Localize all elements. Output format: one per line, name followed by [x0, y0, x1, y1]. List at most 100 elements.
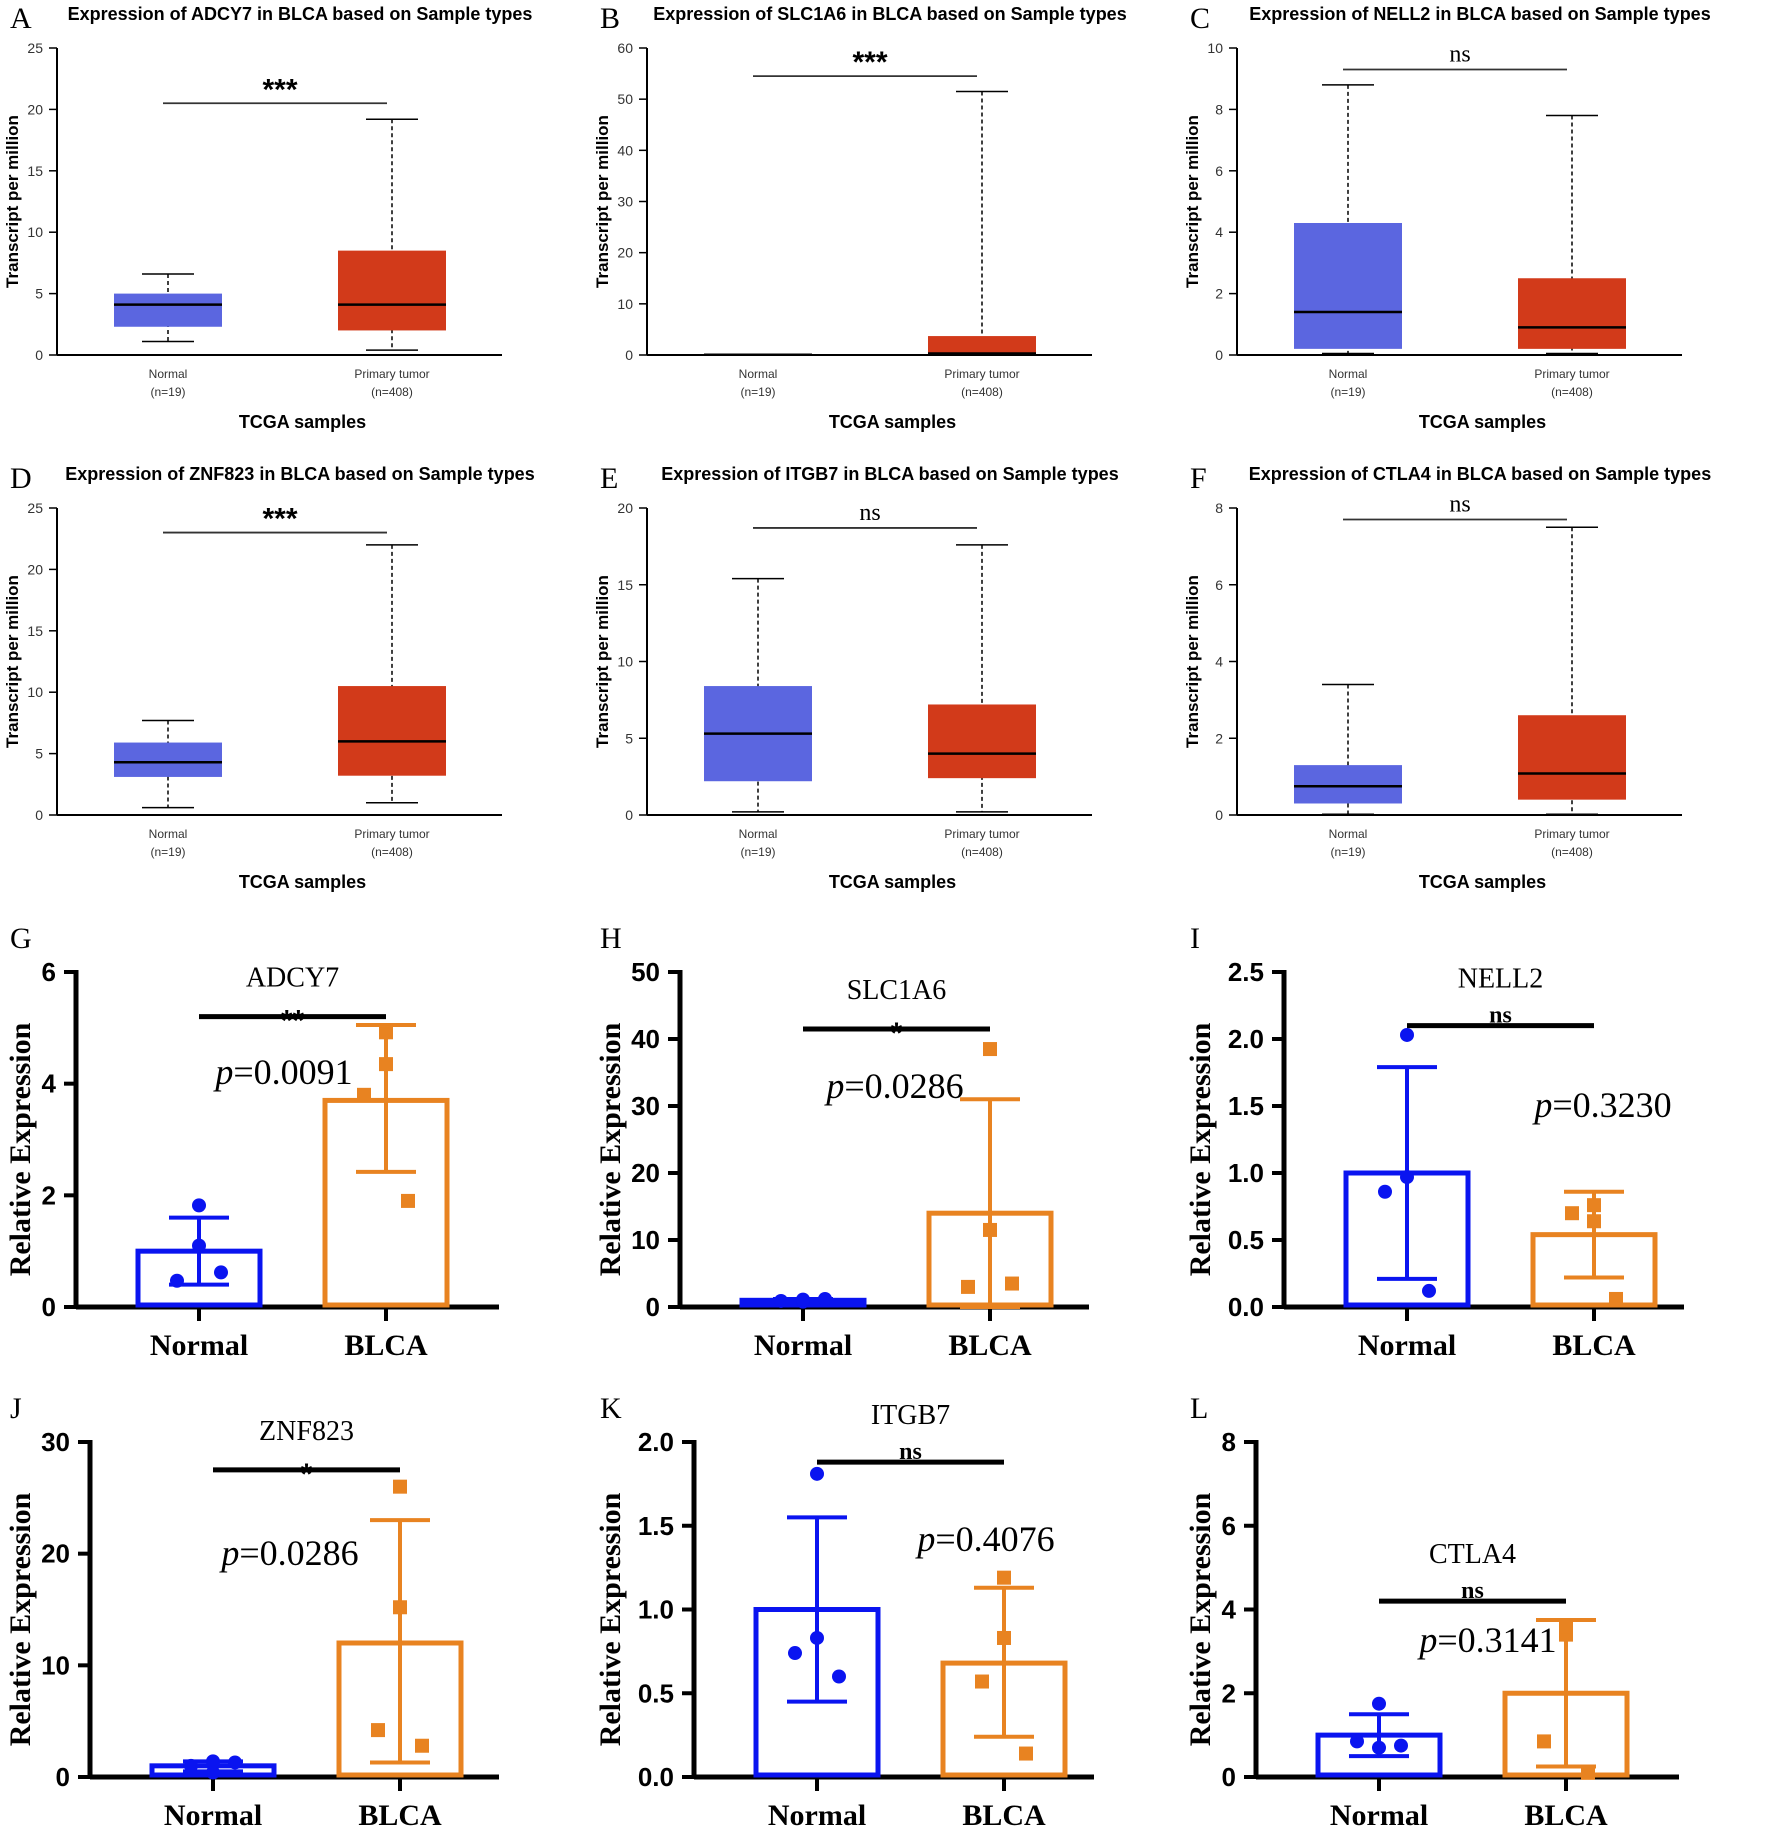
- gene-title: ADCY7: [246, 963, 339, 994]
- gene-title: SLC1A6: [847, 975, 947, 1006]
- p-value: p=0.3141: [1416, 1620, 1556, 1660]
- category-count: (n=408): [371, 845, 413, 859]
- p-value-number: =0.0286: [239, 1533, 358, 1573]
- box: [1518, 715, 1626, 800]
- panel-letter: A: [10, 2, 32, 35]
- data-point: [997, 1630, 1011, 1645]
- panel-letter: E: [600, 462, 618, 495]
- data-point: [1400, 1027, 1414, 1042]
- data-point: [1005, 1276, 1019, 1291]
- panel-e: E 0 5 10 15 20 Expression of ITGB7 in BLCA bas…: [590, 460, 1180, 900]
- data-point: [1587, 1214, 1601, 1229]
- category-count: (n=408): [961, 845, 1003, 859]
- y-axis-label: Transcript per million: [1183, 575, 1202, 748]
- chart-title: Expression of CTLA4 in BLCA based on Sam…: [1249, 464, 1711, 484]
- y-tick-label: 0: [646, 1292, 660, 1322]
- y-tick-label: 50: [631, 957, 660, 987]
- y-tick-label: 2.0: [638, 1427, 674, 1457]
- category-label: Normal: [1358, 1329, 1456, 1362]
- y-tick-label: 1.0: [638, 1595, 674, 1625]
- panel-letter: J: [10, 1392, 22, 1425]
- panel-letter: L: [1190, 1392, 1208, 1425]
- p-value-number: =0.0091: [233, 1052, 352, 1092]
- p-value: p=0.0286: [218, 1533, 358, 1573]
- data-point: [1587, 1198, 1601, 1213]
- data-point: [206, 1765, 220, 1780]
- significance-label: ns: [1449, 492, 1470, 518]
- y-tick-label: 2.0: [1228, 1024, 1264, 1054]
- y-tick-label: 0: [35, 347, 43, 363]
- chart-b: B 0 10 20 30 40 50 60 Expression of SLC1A6 in BL…: [593, 2, 1127, 432]
- y-axis-label: Transcript per million: [593, 575, 612, 748]
- panel-f: F 0 2 4 6 8 Expression of CTLA4 in BLCA based …: [1180, 460, 1770, 900]
- chart-title: Expression of SLC1A6 in BLCA based on Sa…: [653, 4, 1126, 24]
- panel-letter: D: [10, 462, 32, 495]
- significance-label: *: [301, 1458, 313, 1491]
- panel-letter: G: [10, 922, 32, 955]
- y-tick-label: 5: [35, 286, 43, 302]
- p-value-number: =0.4076: [935, 1519, 1054, 1559]
- y-tick-label: 0.0: [638, 1762, 674, 1792]
- category-label: Primary tumor: [354, 367, 429, 381]
- p-label: p: [218, 1533, 239, 1573]
- x-axis-label: TCGA samples: [1419, 872, 1546, 892]
- y-tick-label: 10: [617, 654, 633, 670]
- y-tick-label: 25: [27, 500, 43, 516]
- y-axis-label: Transcript per million: [3, 115, 22, 288]
- category-label: Normal: [739, 367, 778, 381]
- y-axis-label: Transcript per million: [3, 575, 22, 748]
- significance-label: ns: [899, 1439, 922, 1465]
- significance-label: ***: [262, 503, 297, 536]
- y-tick-label: 15: [27, 163, 43, 179]
- gene-title: ZNF823: [259, 1416, 354, 1447]
- y-tick-label: 0.5: [1228, 1225, 1264, 1255]
- data-point: [170, 1273, 184, 1288]
- y-tick-label: 1.5: [638, 1511, 674, 1541]
- y-tick-label: 0: [35, 807, 43, 823]
- data-point: [788, 1646, 802, 1661]
- box: [114, 293, 222, 327]
- data-point: [1537, 1734, 1551, 1749]
- category-label: Primary tumor: [944, 827, 1019, 841]
- p-label: p: [212, 1052, 233, 1092]
- y-axis-label: Transcript per million: [593, 115, 612, 288]
- data-point: [1350, 1734, 1364, 1749]
- data-point: [357, 1087, 371, 1102]
- data-point: [415, 1738, 429, 1753]
- category-count: (n=408): [961, 385, 1003, 399]
- y-tick-label: 6: [42, 957, 56, 987]
- panel-letter: H: [600, 922, 622, 955]
- y-tick-label: 60: [617, 40, 633, 56]
- y-tick-label: 0: [625, 807, 633, 823]
- data-point: [1400, 1170, 1414, 1185]
- category-label: Normal: [754, 1329, 852, 1362]
- data-point: [184, 1758, 198, 1773]
- y-axis-label: Relative Expression: [4, 1022, 37, 1276]
- category-label: BLCA: [1524, 1799, 1608, 1830]
- p-value: p=0.4076: [914, 1519, 1054, 1559]
- y-tick-label: 2: [1215, 730, 1223, 746]
- data-point: [961, 1279, 975, 1294]
- p-label: p: [1416, 1620, 1437, 1660]
- data-point: [1609, 1291, 1623, 1306]
- y-tick-label: 20: [27, 561, 43, 577]
- gene-title: NELL2: [1458, 964, 1544, 995]
- x-axis-label: TCGA samples: [829, 872, 956, 892]
- data-point: [997, 1570, 1011, 1585]
- x-axis-label: TCGA samples: [1419, 412, 1546, 432]
- y-axis-label: Relative Expression: [1184, 1022, 1217, 1276]
- data-point: [810, 1466, 824, 1481]
- y-tick-label: 2: [42, 1180, 56, 1210]
- panel-k: K 0.0 0.5 1.0 1.5 2.0 Relative Expression ITGB7…: [590, 1390, 1180, 1830]
- data-point: [192, 1238, 206, 1253]
- significance-label: ns: [1489, 1003, 1512, 1029]
- chart-h: H 0 10 20 30 40 50 Relative Expression SLC1A6 Nor…: [594, 922, 1089, 1362]
- panel-h: H 0 10 20 30 40 50 Relative Expression SLC1A6 Nor…: [590, 920, 1180, 1362]
- chart-j: J 0 10 20 30 Relative Expression ZNF823 Normal B…: [4, 1392, 499, 1830]
- category-label: BLCA: [358, 1799, 442, 1830]
- y-tick-label: 0.0: [1228, 1292, 1264, 1322]
- y-tick-label: 20: [617, 500, 633, 516]
- panel-d: D 0 5 10 15 20 25 Expression of ZNF823 in BLCA …: [0, 460, 590, 900]
- category-label: Normal: [1330, 1799, 1428, 1830]
- box: [338, 250, 446, 331]
